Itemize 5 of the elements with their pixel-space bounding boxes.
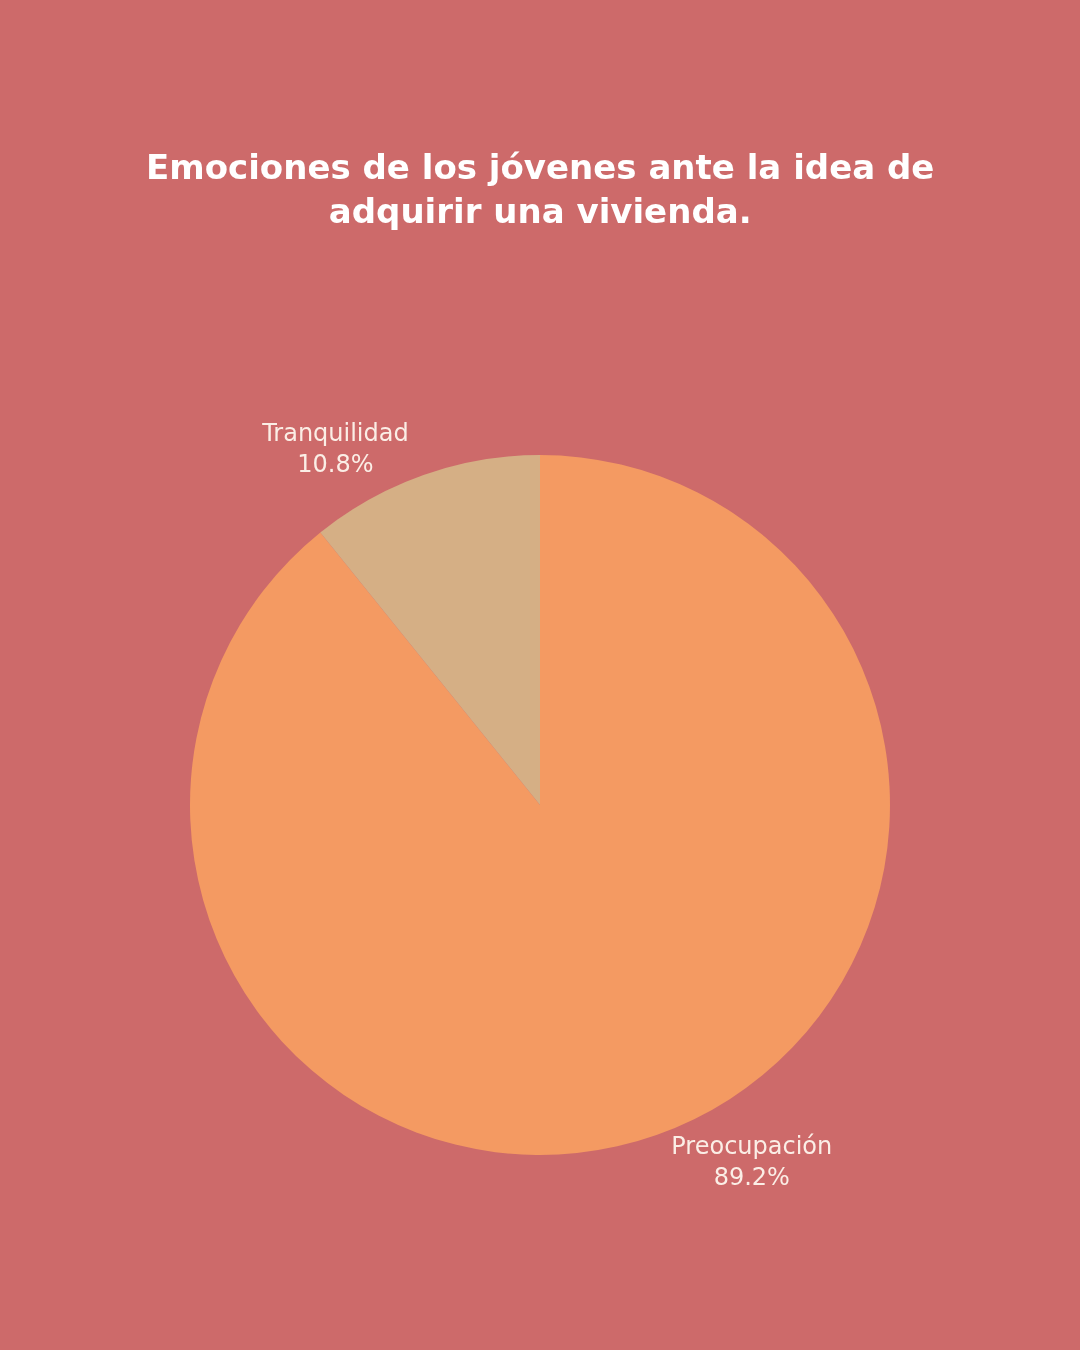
data-label: 10.8% [297, 450, 374, 479]
data-label: 89.2% [713, 1162, 790, 1191]
chart-title: Emociones de los jóvenes ante la idea de adquirir una vivienda. [146, 147, 935, 232]
slice-label: Preocupación [671, 1131, 833, 1160]
slice-label: Tranquilidad [261, 419, 409, 448]
